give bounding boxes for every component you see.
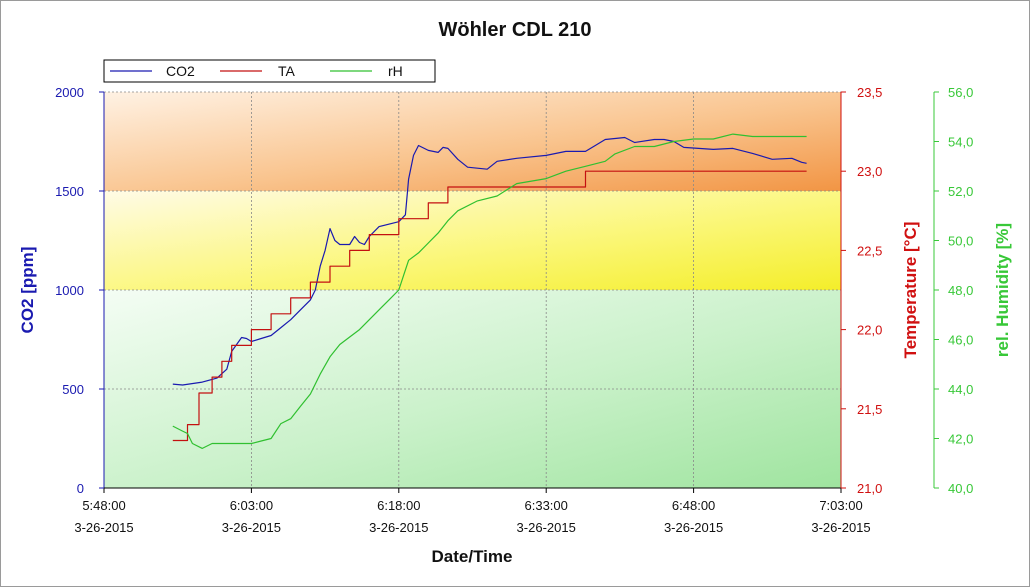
legend-label-rh: rH [388, 63, 403, 79]
co2-tick-label: 1000 [55, 283, 84, 298]
legend: CO2 TA rH [103, 59, 436, 83]
rh-tick-label: 52,0 [948, 184, 973, 199]
legend-label-co2: CO2 [166, 63, 195, 79]
rh-tick-label: 42,0 [948, 432, 973, 447]
co2-axis-title: CO2 [ppm] [18, 247, 37, 334]
band-0 [104, 92, 841, 191]
co2-tick-label: 1500 [55, 184, 84, 199]
ta-tick-label: 22,5 [857, 243, 882, 258]
ta-tick-label: 22,0 [857, 323, 882, 338]
x-tick-date: 3-26-2015 [74, 520, 133, 535]
rh-tick-label: 46,0 [948, 333, 973, 348]
co2-tick-label: 2000 [55, 85, 84, 100]
x-tick-date: 3-26-2015 [222, 520, 281, 535]
legend-label-ta: TA [278, 63, 296, 79]
co2-tick-label: 0 [77, 481, 84, 496]
x-tick-time: 6:48:00 [672, 498, 715, 513]
x-tick-time: 6:33:00 [525, 498, 568, 513]
x-tick-date: 3-26-2015 [811, 520, 870, 535]
series-line-co2 [172, 136, 807, 386]
ta-tick-label: 23,0 [857, 164, 882, 179]
ta-axis-title: Temperature [°C] [901, 222, 920, 359]
chart-title: Wöhler CDL 210 [439, 19, 592, 41]
rh-axis-title: rel. Humidity [%] [993, 223, 1012, 357]
rh-tick-label: 50,0 [948, 234, 973, 249]
x-tick-date: 3-26-2015 [369, 520, 428, 535]
threshold-bands [104, 92, 841, 488]
x-tick-date: 3-26-2015 [664, 520, 723, 535]
ta-tick-label: 21,5 [857, 402, 882, 417]
rh-tick-label: 40,0 [948, 481, 973, 496]
x-tick-time: 7:03:00 [819, 498, 862, 513]
ta-tick-label: 21,0 [857, 481, 882, 496]
x-tick-time: 5:48:00 [82, 498, 125, 513]
x-tick-time: 6:03:00 [230, 498, 273, 513]
rh-tick-label: 56,0 [948, 85, 973, 100]
x-tick-time: 6:18:00 [377, 498, 420, 513]
x-axis-title: Date/Time [432, 547, 513, 566]
x-tick-date: 3-26-2015 [517, 520, 576, 535]
rh-tick-label: 54,0 [948, 135, 973, 150]
axes: 5:48:00 3-26-2015 6:03:00 3-26-2015 6:18:00 3… [18, 85, 1012, 535]
legend-box [103, 59, 436, 83]
co2-tick-label: 500 [62, 382, 84, 397]
series-line-ta [172, 170, 807, 442]
band-1 [104, 191, 841, 290]
rh-tick-label: 44,0 [948, 382, 973, 397]
rh-tick-label: 48,0 [948, 283, 973, 298]
series-layer [172, 133, 807, 449]
ta-tick-label: 23,5 [857, 85, 882, 100]
series-line-rh [172, 133, 807, 449]
